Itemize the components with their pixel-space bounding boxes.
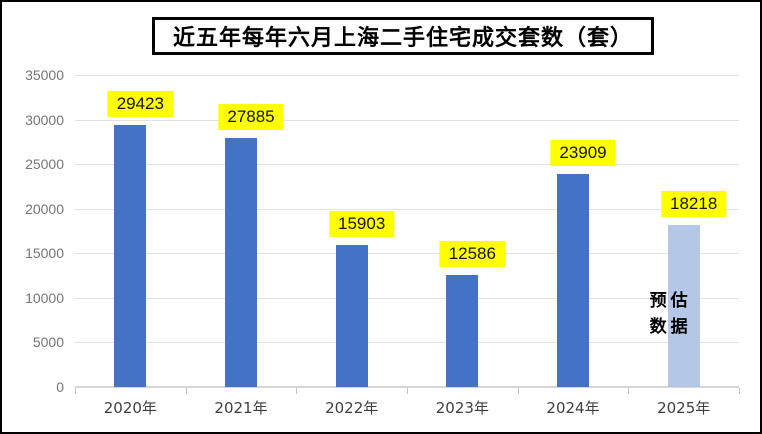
- bar: [335, 245, 368, 387]
- x-axis-label: 2021年: [214, 399, 268, 417]
- y-axis-tick-label: 0: [56, 379, 64, 395]
- bar-value-label: 18218: [661, 190, 727, 217]
- x-axis-label: 2022年: [325, 399, 379, 417]
- bar-value-label: 27885: [218, 104, 284, 131]
- estimate-annotation-line: 数据: [649, 317, 692, 337]
- y-axis-tick-label: 15000: [25, 245, 64, 262]
- axis-tick: [628, 388, 630, 394]
- axis-tick: [75, 388, 76, 394]
- y-axis-tick-label: 35000: [25, 67, 64, 83]
- axis-tick: [739, 388, 740, 394]
- x-axis-label: 2020年: [103, 399, 157, 417]
- x-axis-label: 2024年: [546, 399, 600, 417]
- axis-tick: [517, 388, 519, 394]
- bar-value-label: 29423: [107, 90, 173, 117]
- bar-value-label: 12586: [439, 240, 505, 267]
- gridline: [75, 119, 739, 121]
- chart-title-box: 近五年每年六月上海二手住宅成交套数（套）: [152, 17, 654, 55]
- x-axis-label: 2023年: [435, 399, 489, 417]
- estimate-annotation: 预估 数据: [650, 288, 692, 340]
- y-axis-tick-label: 5000: [32, 334, 64, 351]
- gridline: [75, 297, 739, 299]
- bar: [225, 138, 257, 387]
- gridline: [75, 164, 739, 166]
- chart-title: 近五年每年六月上海二手住宅成交套数（套）: [172, 25, 633, 51]
- gridline: [75, 75, 739, 76]
- gridline: [75, 208, 739, 210]
- bar: [557, 173, 589, 387]
- bar-value-label: 23909: [550, 139, 616, 166]
- y-axis-tick-label: 30000: [25, 111, 64, 128]
- bar-value-label: 15903: [329, 211, 395, 238]
- y-axis-tick-label: 20000: [25, 200, 64, 217]
- estimate-annotation-line: 预估: [649, 291, 692, 311]
- bar: [446, 274, 479, 387]
- bar: [114, 124, 147, 387]
- gridline: [75, 342, 739, 344]
- axis-tick: [185, 388, 187, 394]
- axis-tick: [407, 388, 408, 394]
- axis-tick: [296, 388, 298, 394]
- x-axis-label: 2025年: [657, 399, 711, 417]
- y-axis-tick-label: 10000: [25, 289, 64, 306]
- x-axis-line: [75, 386, 739, 388]
- bar: [667, 224, 700, 387]
- y-axis-tick-label: 25000: [25, 156, 64, 173]
- gridline: [75, 253, 739, 255]
